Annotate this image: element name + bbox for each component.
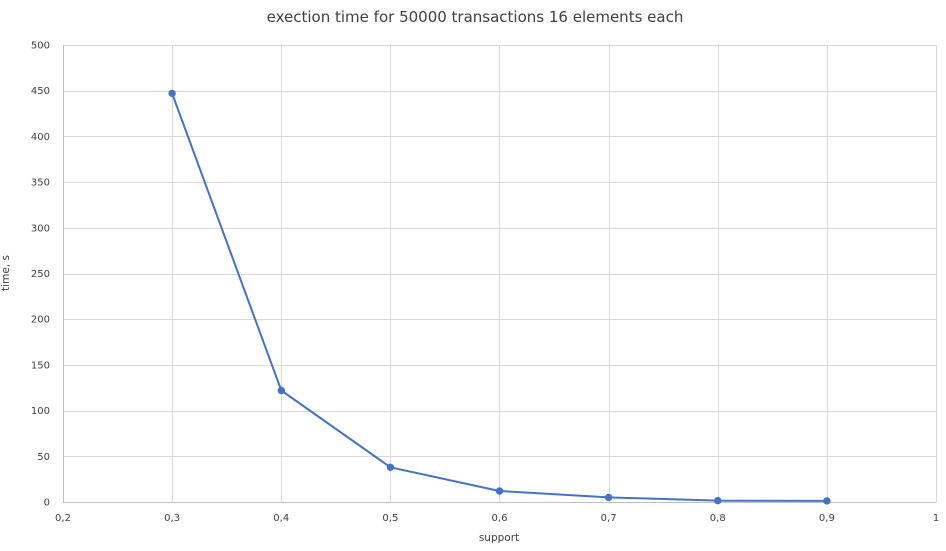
y-tick-label: 150 (31, 360, 50, 371)
y-axis-label: time, s (0, 255, 12, 291)
x-tick-label: 0,7 (601, 513, 617, 524)
y-tick-label: 250 (31, 269, 50, 280)
y-tick-label: 450 (31, 86, 50, 97)
x-tick-label: 0,5 (382, 513, 398, 524)
data-point (277, 386, 285, 395)
x-tick-label: 0,9 (819, 513, 835, 524)
y-tick-label: 200 (31, 315, 50, 326)
axes (63, 45, 936, 503)
y-tick-label: 100 (31, 406, 50, 417)
data-point (168, 89, 176, 98)
y-tick-label: 500 (31, 41, 50, 52)
y-tick-label: 400 (31, 132, 50, 143)
grid (63, 45, 937, 502)
data-point (386, 463, 395, 471)
x-tick-label: 0,3 (164, 513, 180, 524)
data-point (495, 487, 504, 495)
data-point (714, 496, 722, 505)
x-axis-label: support (479, 532, 519, 544)
chart-title: exection time for 50000 transactions 16 … (267, 8, 684, 26)
data-point (823, 497, 831, 505)
x-tick-label: 0,2 (55, 513, 71, 524)
tick-labels: 0,2 0,3 0,4 0,5 0,6 0,7 0,8 0,9 1 0 50 100 150 200 250… (31, 41, 939, 525)
x-tick-label: 0,8 (710, 513, 726, 524)
x-tick-label: 0,4 (273, 513, 289, 524)
series (168, 89, 831, 505)
y-tick-label: 0 (44, 498, 50, 509)
x-tick-label: 0,6 (492, 513, 508, 524)
y-tick-label: 300 (31, 223, 50, 234)
y-tick-label: 50 (37, 452, 50, 463)
data-point (604, 493, 613, 502)
y-tick-label: 350 (31, 178, 50, 189)
x-tick-label: 1 (933, 513, 939, 524)
